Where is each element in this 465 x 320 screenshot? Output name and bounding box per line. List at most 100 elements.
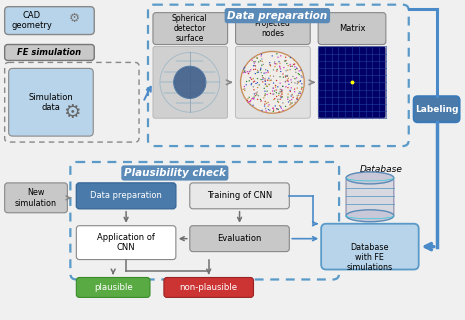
Point <box>262 108 270 114</box>
Point <box>254 80 261 85</box>
Point <box>282 74 289 79</box>
FancyBboxPatch shape <box>76 183 176 209</box>
Point <box>267 91 274 96</box>
Point <box>291 61 299 67</box>
Text: Matrix: Matrix <box>339 24 365 33</box>
Point <box>251 92 258 97</box>
Point <box>263 92 271 97</box>
Point <box>240 70 247 75</box>
Point <box>261 82 269 87</box>
Point <box>278 106 285 111</box>
Point <box>257 68 264 73</box>
Point <box>278 87 286 92</box>
Point <box>273 67 281 72</box>
Point <box>250 87 258 92</box>
Point <box>298 86 305 92</box>
Point <box>257 97 264 102</box>
Point <box>275 91 283 96</box>
Point <box>254 97 261 102</box>
Point <box>282 79 289 84</box>
Point <box>282 74 289 79</box>
Point <box>267 77 275 83</box>
Point <box>261 93 269 98</box>
Point <box>282 55 289 60</box>
Point <box>276 64 283 69</box>
Point <box>277 95 285 100</box>
Point <box>259 75 267 80</box>
Point <box>288 92 296 98</box>
Point <box>295 92 302 98</box>
Point <box>291 64 299 69</box>
Point <box>259 62 267 67</box>
Point <box>297 73 305 78</box>
Point <box>282 104 289 109</box>
Point <box>284 73 291 78</box>
Point <box>263 89 271 94</box>
Point <box>247 82 255 87</box>
Point <box>248 58 256 63</box>
Point <box>285 82 292 87</box>
Point <box>252 93 259 98</box>
Text: Data preparation: Data preparation <box>227 11 327 21</box>
Ellipse shape <box>346 210 394 222</box>
Point <box>267 63 274 68</box>
Point <box>240 66 247 71</box>
Point <box>289 95 297 100</box>
Text: Application of
CNN: Application of CNN <box>97 233 155 252</box>
Point <box>266 82 273 87</box>
Point <box>272 61 279 66</box>
Point <box>276 64 284 69</box>
Point <box>253 90 261 95</box>
FancyBboxPatch shape <box>153 46 227 118</box>
Point <box>246 68 254 74</box>
Point <box>270 74 277 79</box>
Point <box>258 56 266 61</box>
Point <box>271 60 279 65</box>
Point <box>254 76 261 81</box>
Point <box>264 104 272 109</box>
Point <box>274 97 281 102</box>
Point <box>291 76 299 81</box>
Point <box>284 78 291 83</box>
Point <box>241 65 248 70</box>
FancyBboxPatch shape <box>5 7 94 35</box>
Point <box>273 106 280 111</box>
Point <box>297 79 304 84</box>
Point <box>245 71 252 76</box>
Point <box>274 107 282 112</box>
Text: Data preparation: Data preparation <box>90 191 162 200</box>
FancyBboxPatch shape <box>318 46 386 118</box>
Point <box>246 102 254 107</box>
Point <box>294 95 301 100</box>
Point <box>262 79 269 84</box>
Text: Spherical
detector
surface: Spherical detector surface <box>172 14 208 44</box>
Point <box>251 79 258 84</box>
Point <box>248 81 255 86</box>
Point <box>297 91 304 96</box>
Point <box>273 51 280 56</box>
Point <box>269 85 277 91</box>
Point <box>252 91 260 96</box>
Point <box>274 99 281 104</box>
Text: non-plausible: non-plausible <box>179 283 238 292</box>
Point <box>250 76 257 81</box>
Point <box>277 53 285 58</box>
Point <box>266 78 273 83</box>
Point <box>270 108 278 113</box>
FancyBboxPatch shape <box>236 13 310 44</box>
Point <box>286 67 294 72</box>
Point <box>285 76 292 81</box>
Point <box>292 67 299 72</box>
Point <box>297 68 305 73</box>
Point <box>285 92 292 97</box>
FancyBboxPatch shape <box>321 224 418 269</box>
Point <box>261 93 268 98</box>
Point <box>260 95 267 100</box>
Ellipse shape <box>346 172 394 184</box>
Point <box>240 84 248 89</box>
Point <box>298 75 306 80</box>
Point <box>261 101 268 107</box>
Point <box>244 69 251 74</box>
Point <box>291 86 298 92</box>
Point <box>288 80 295 85</box>
